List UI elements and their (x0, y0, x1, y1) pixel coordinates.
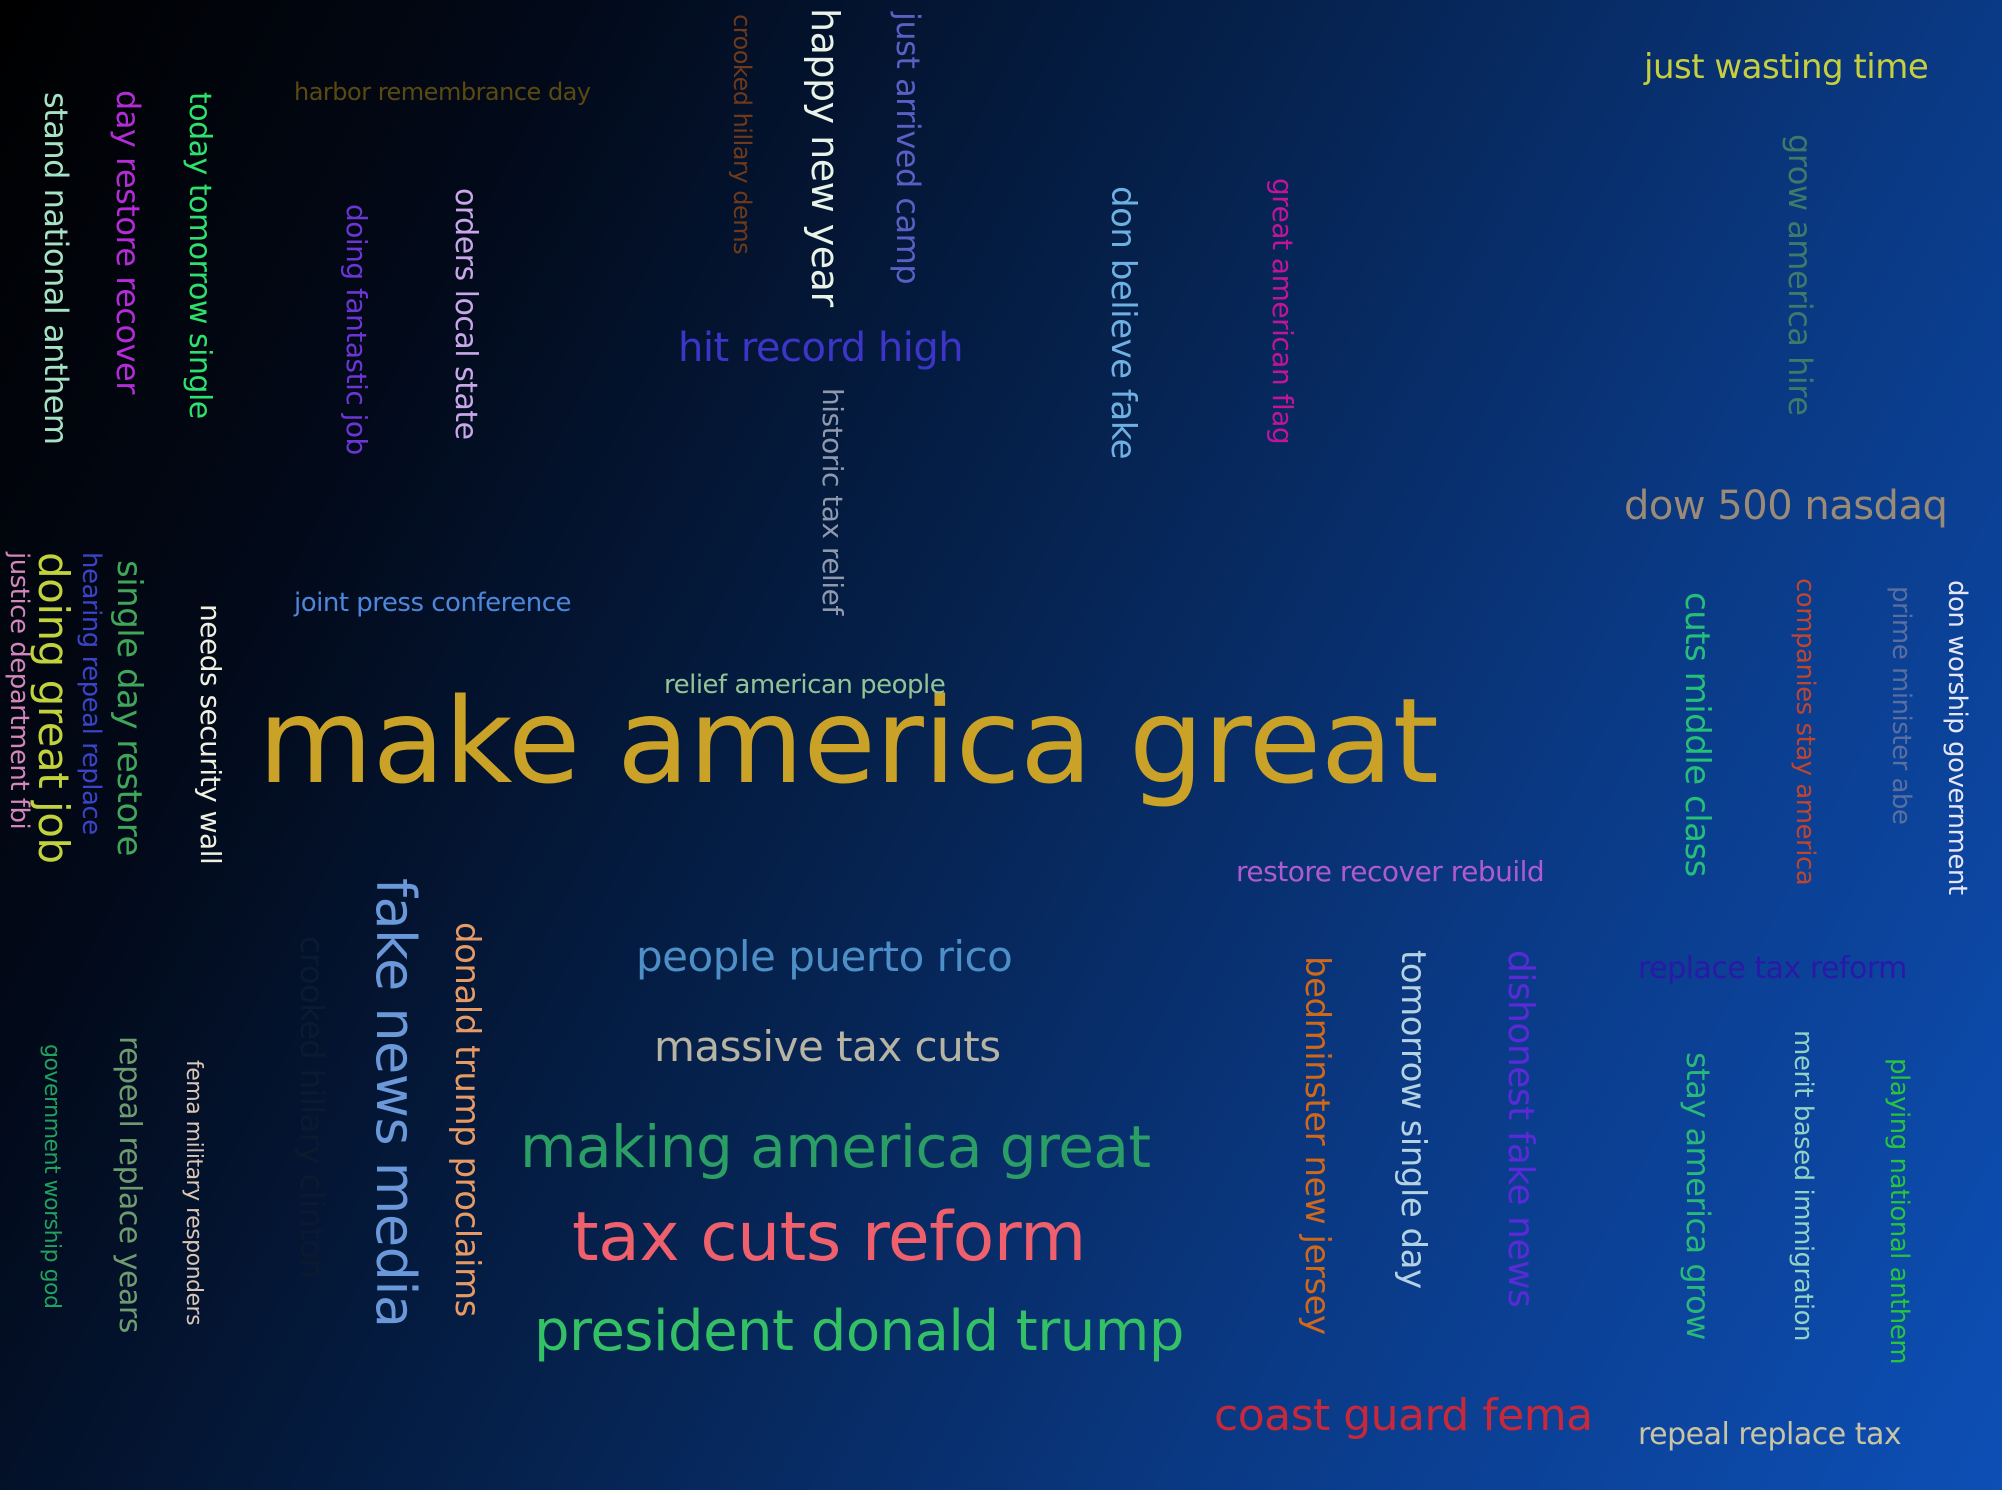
word-prime-minister-abe: prime minister abe (1886, 586, 1916, 825)
word-massive-tax-cuts: massive tax cuts (654, 1022, 1001, 1071)
word-merit-based-immigration: merit based immigration (1788, 1030, 1818, 1341)
word-doing-great-job: doing great job (29, 552, 78, 864)
word-bedminster-new-jersey: bedminster new jersey (1297, 956, 1337, 1335)
word-crooked-hillary-clinton: crooked hillary clinton (293, 936, 331, 1279)
word-single-day-restore: single day restore (109, 560, 149, 856)
word-relief-american-people: relief american people (664, 670, 946, 700)
word-orders-local-state: orders local state (448, 188, 483, 440)
word-grow-america-hire: grow america hire (1781, 134, 1819, 416)
word-restore-recover-rebuild: restore recover rebuild (1236, 855, 1545, 888)
word-crooked-hillary-dems: crooked hillary dems (728, 14, 756, 255)
word-don-believe-fake: don believe fake (1103, 186, 1143, 460)
word-historic-tax-relief: historic tax relief (816, 388, 849, 615)
word-just-arrived-camp: just arrived camp (889, 12, 927, 285)
word-tax-cuts-reform: tax cuts reform (572, 1198, 1086, 1277)
word-doing-fantastic-job: doing fantastic job (340, 204, 373, 455)
word-harbor-remembrance-day: harbor remembrance day (294, 78, 591, 106)
word-dishonest-fake-news: dishonest fake news (1500, 950, 1541, 1308)
word-don-worship-government: don worship government (1942, 580, 1972, 895)
word-day-restore-recover: day restore recover (109, 90, 147, 394)
word-dow-500-nasdaq: dow 500 nasdaq (1624, 483, 1948, 529)
word-joint-press-conference: joint press conference (294, 588, 571, 618)
word-government-worship-god: government worship god (39, 1044, 64, 1309)
word-making-america-great: making america great (520, 1113, 1151, 1181)
word-cuts-middle-class: cuts middle class (1677, 592, 1717, 877)
word-stay-america-grow: stay america grow (1679, 1052, 1717, 1340)
word-fema-military-responders: fema military responders (181, 1060, 206, 1326)
word-companies-stay-america: companies stay america (1790, 578, 1820, 886)
word-fake-news-media: fake news media (364, 878, 427, 1328)
word-donald-trump-proclaims: donald trump proclaims (447, 922, 487, 1317)
word-coast-guard-fema: coast guard fema (1214, 1390, 1593, 1441)
word-playing-national-anthem: playing national anthem (1884, 1058, 1914, 1365)
word-just-wasting-time: just wasting time (1644, 47, 1929, 87)
word-happy-new-year: happy new year (803, 8, 847, 307)
word-president-donald-trump: president donald trump (534, 1299, 1184, 1364)
word-make-america-great: make america great (258, 672, 1439, 810)
word-needs-security-wall: needs security wall (194, 604, 227, 865)
word-stand-national-anthem: stand national anthem (37, 92, 75, 445)
word-hearing-repeal-replace: hearing repeal replace (76, 552, 106, 835)
word-hit-record-high: hit record high (678, 325, 964, 371)
word-today-tomorrow-single: today tomorrow single (182, 92, 217, 419)
word-tomorrow-single-day: tomorrow single day (1393, 950, 1433, 1289)
word-people-puerto-rico: people puerto rico (636, 932, 1013, 981)
word-great-american-flag: great american flag (1266, 178, 1299, 445)
word-repeal-replace-tax: repeal replace tax (1638, 1417, 1902, 1452)
word-replace-tax-reform: replace tax reform (1638, 951, 1907, 986)
word-repeal-replace-years: repeal replace years (112, 1036, 147, 1333)
